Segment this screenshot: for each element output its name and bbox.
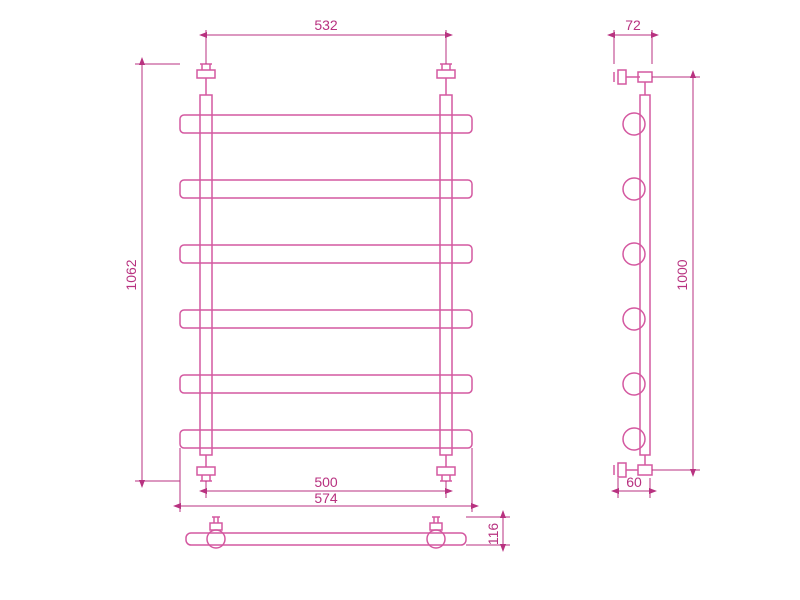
dim-532-label: 532	[314, 17, 338, 33]
bottom-valve-right	[437, 455, 455, 481]
side-view	[614, 70, 652, 477]
dim-1000-label: 1000	[674, 259, 690, 290]
top-view	[186, 517, 466, 548]
front-view	[180, 64, 472, 481]
dim-top-width: 532	[206, 17, 446, 64]
rungs	[180, 115, 472, 448]
dim-116-label: 116	[485, 523, 501, 546]
top-valve-right	[437, 64, 455, 95]
side-top-valve	[614, 70, 652, 95]
side-rungs	[623, 113, 645, 450]
dim-60-label: 60	[626, 474, 642, 490]
dim-500-label: 500	[314, 474, 338, 490]
dim-side-height: 1000	[652, 77, 700, 470]
technical-drawing: 532 72 1062 1000 500 574 6	[0, 0, 800, 600]
dim-side-top: 72	[614, 17, 652, 64]
top-valve-left	[197, 64, 215, 95]
dim-1062-label: 1062	[123, 259, 139, 290]
dim-72-label: 72	[625, 17, 641, 33]
dim-topview-height: 116	[466, 517, 510, 545]
bottom-valve-left	[197, 455, 215, 481]
dim-left-height: 1062	[123, 64, 180, 481]
dim-574-label: 574	[314, 490, 338, 506]
